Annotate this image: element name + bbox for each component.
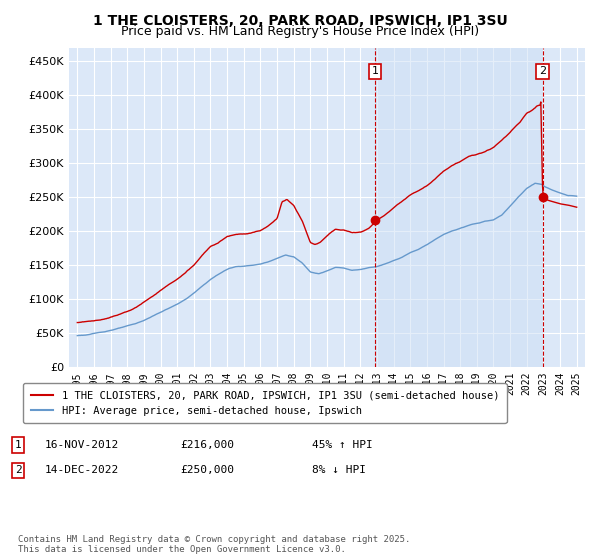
Bar: [375, 48, 543, 367]
Text: 1: 1: [14, 440, 22, 450]
Text: 1: 1: [371, 67, 379, 76]
Text: 1 THE CLOISTERS, 20, PARK ROAD, IPSWICH, IP1 3SU: 1 THE CLOISTERS, 20, PARK ROAD, IPSWICH,…: [92, 14, 508, 28]
Text: Contains HM Land Registry data © Crown copyright and database right 2025.
This d: Contains HM Land Registry data © Crown c…: [18, 535, 410, 554]
Text: 16-NOV-2012: 16-NOV-2012: [45, 440, 119, 450]
Text: 2: 2: [14, 465, 22, 475]
Legend: 1 THE CLOISTERS, 20, PARK ROAD, IPSWICH, IP1 3SU (semi-detached house), HPI: Ave: 1 THE CLOISTERS, 20, PARK ROAD, IPSWICH,…: [23, 383, 506, 423]
Text: 45% ↑ HPI: 45% ↑ HPI: [312, 440, 373, 450]
Text: £216,000: £216,000: [180, 440, 234, 450]
Text: 14-DEC-2022: 14-DEC-2022: [45, 465, 119, 475]
Text: 2: 2: [539, 67, 546, 76]
Text: £250,000: £250,000: [180, 465, 234, 475]
Text: Price paid vs. HM Land Registry's House Price Index (HPI): Price paid vs. HM Land Registry's House …: [121, 25, 479, 38]
Text: 8% ↓ HPI: 8% ↓ HPI: [312, 465, 366, 475]
